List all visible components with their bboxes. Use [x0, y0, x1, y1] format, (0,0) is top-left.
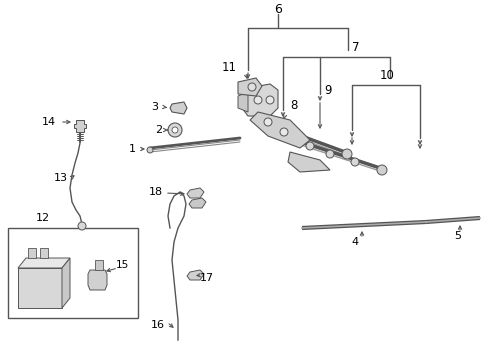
Text: 15: 15	[116, 260, 129, 270]
Text: 6: 6	[273, 3, 282, 15]
Circle shape	[325, 150, 333, 158]
Circle shape	[305, 142, 313, 150]
Circle shape	[147, 147, 153, 153]
Text: 4: 4	[351, 237, 358, 247]
Circle shape	[247, 83, 256, 91]
Text: 12: 12	[36, 213, 50, 223]
Text: 7: 7	[351, 41, 359, 54]
Bar	[40, 248, 48, 258]
Text: 16: 16	[151, 320, 164, 330]
Polygon shape	[242, 84, 278, 116]
Text: 13: 13	[54, 173, 68, 183]
Text: 10: 10	[379, 68, 394, 81]
Bar	[95, 260, 103, 270]
Circle shape	[341, 149, 351, 159]
Circle shape	[264, 118, 271, 126]
Circle shape	[78, 222, 86, 230]
Polygon shape	[18, 268, 62, 308]
Text: 1: 1	[129, 144, 136, 154]
Polygon shape	[287, 152, 329, 172]
Text: 3: 3	[151, 102, 158, 112]
Bar	[8, 228, 138, 318]
Circle shape	[280, 128, 287, 136]
Text: 5: 5	[453, 231, 461, 241]
Text: 8: 8	[289, 99, 297, 112]
Polygon shape	[170, 102, 186, 114]
Polygon shape	[189, 198, 205, 208]
Polygon shape	[238, 78, 262, 96]
Polygon shape	[62, 258, 70, 308]
Circle shape	[265, 96, 273, 104]
Polygon shape	[249, 112, 309, 148]
Polygon shape	[74, 120, 86, 132]
Polygon shape	[186, 270, 203, 280]
Polygon shape	[18, 258, 70, 268]
Circle shape	[172, 127, 178, 133]
Circle shape	[253, 96, 262, 104]
Text: 17: 17	[200, 273, 214, 283]
Text: 18: 18	[148, 187, 163, 197]
Polygon shape	[238, 92, 247, 112]
Circle shape	[376, 165, 386, 175]
Polygon shape	[186, 188, 203, 198]
Text: 14: 14	[42, 117, 56, 127]
Text: 2: 2	[155, 125, 162, 135]
Bar	[28, 248, 36, 258]
Text: 11: 11	[222, 60, 237, 73]
Polygon shape	[88, 270, 107, 290]
Circle shape	[168, 123, 182, 137]
Text: 9: 9	[324, 84, 331, 96]
Circle shape	[350, 158, 358, 166]
